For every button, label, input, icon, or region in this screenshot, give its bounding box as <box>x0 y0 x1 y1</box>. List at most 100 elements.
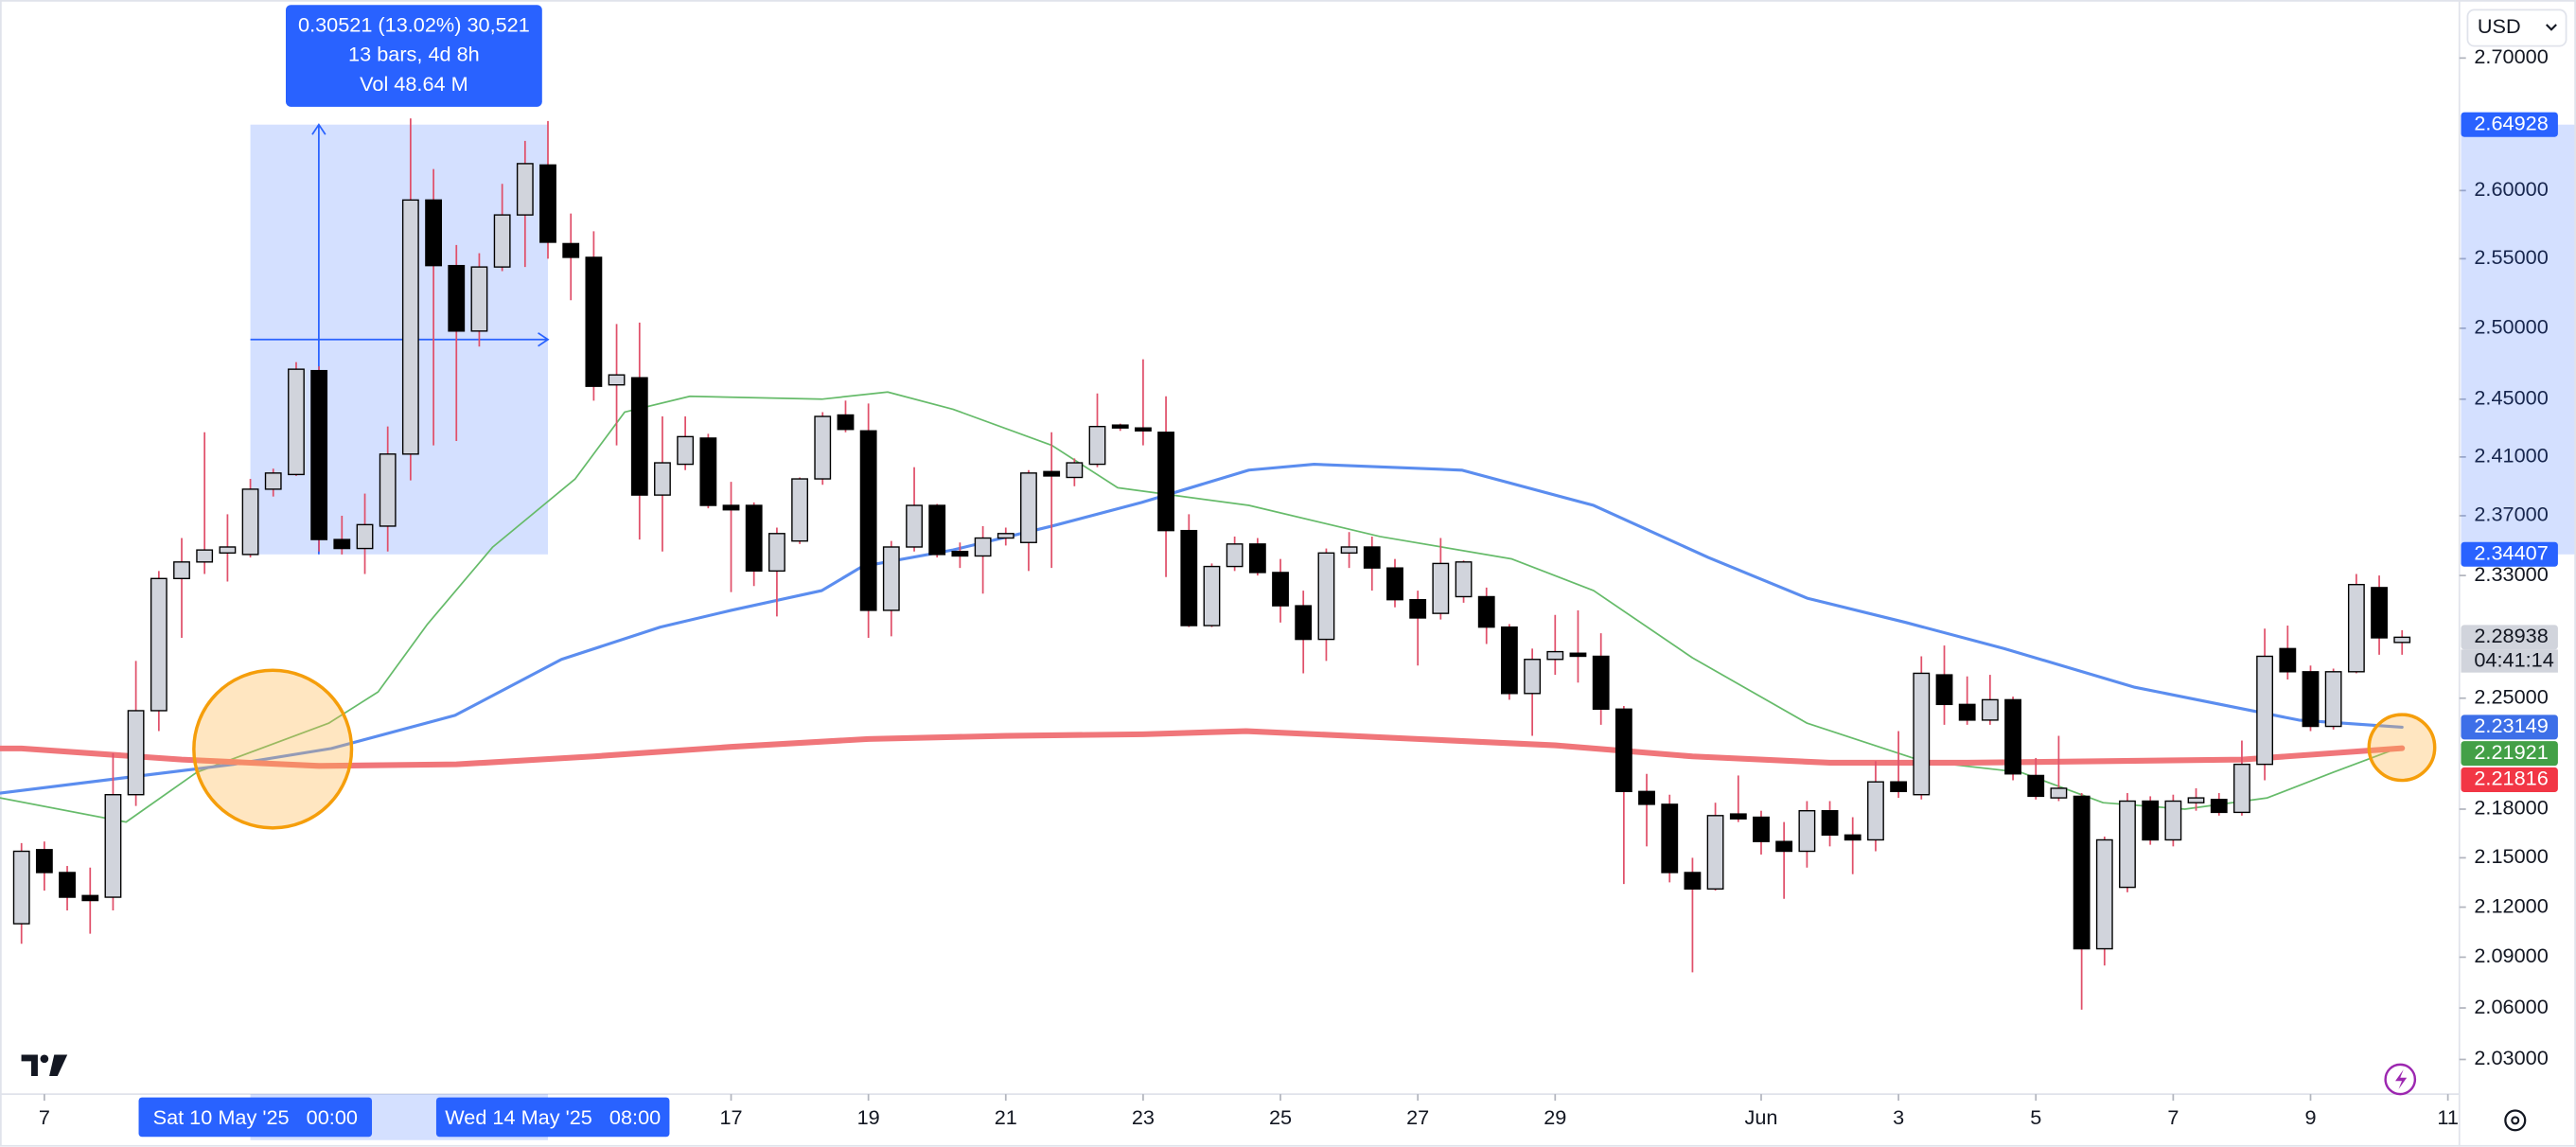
candle-body <box>1248 543 1266 574</box>
candle-body <box>470 266 488 332</box>
x-tick-label: 5 <box>2030 1105 2041 1129</box>
price-label: 2.34407 <box>2474 541 2548 565</box>
candle-body <box>928 504 946 556</box>
lightning-icon[interactable] <box>2384 1063 2417 1096</box>
x-tick-label: 7 <box>2167 1105 2179 1129</box>
candle-body <box>585 256 603 387</box>
measure-tooltip-line: Vol 48.64 M <box>360 72 468 96</box>
logo-part <box>40 1054 49 1064</box>
candle-body <box>997 533 1015 539</box>
x-tick-label: 17 <box>719 1105 742 1129</box>
measure-tooltip <box>285 5 542 107</box>
candle-body <box>1821 810 1839 837</box>
candle-body <box>1546 650 1564 661</box>
candle-body <box>2279 647 2297 673</box>
candle-body <box>699 437 717 506</box>
candle-body <box>1614 708 1632 793</box>
price-axis-highlight <box>2461 124 2575 555</box>
y-tick-label: 2.15000 <box>2474 844 2548 868</box>
plot-area: 0.30521 (13.02%) 30,521 13 bars, 4d 8h Vol… <box>0 5 2437 1010</box>
candle-body <box>630 377 648 496</box>
candle-body <box>1272 572 1289 607</box>
y-tick-label: 2.06000 <box>2474 995 2548 1018</box>
candle-body <box>2256 655 2274 766</box>
y-tick-label: 2.50000 <box>2474 315 2548 339</box>
y-tick-label: 2.45000 <box>2474 386 2548 410</box>
candle-body <box>196 549 214 563</box>
icon-bolt <box>2395 1069 2408 1089</box>
candle-body <box>1477 595 1495 628</box>
price-label: 2.21921 <box>2474 740 2548 764</box>
candle-body <box>1638 790 1655 805</box>
measure-v-arrowhead <box>311 123 326 135</box>
candle-body <box>401 199 419 455</box>
currency-label[interactable]: USD <box>2478 14 2521 38</box>
candle-body <box>1867 781 1884 841</box>
candle-body <box>81 894 99 902</box>
candle-body <box>974 537 992 557</box>
currency-dropdown[interactable]: USD <box>2466 9 2567 47</box>
candle-body <box>814 415 832 480</box>
gear-ring[interactable] <box>2504 1109 2527 1132</box>
countdown-bg <box>2461 649 2558 673</box>
candle-body <box>104 794 122 898</box>
candle-body <box>425 199 443 267</box>
candle-body <box>1226 543 1244 568</box>
settings-icon[interactable] <box>2504 1109 2527 1132</box>
candle-body <box>2347 583 2365 673</box>
y-tick-label: 2.03000 <box>2474 1046 2548 1069</box>
candle-body <box>2371 587 2388 639</box>
candle-body <box>310 369 328 540</box>
candle-body <box>1386 567 1403 601</box>
candle-body <box>241 488 259 556</box>
countdown: 04:41:14 <box>2474 647 2553 671</box>
candle-body <box>1524 659 1542 695</box>
candle-body <box>1753 816 1770 842</box>
x-tick-label: 23 <box>1132 1105 1155 1129</box>
measure-h-arrowhead <box>538 332 550 347</box>
time-selection-label: Sat 10 May '25 00:00 <box>153 1105 358 1129</box>
y-tick-label: 2.12000 <box>2474 893 2548 917</box>
measure-tooltip-line: 13 bars, 4d 8h <box>348 43 480 66</box>
candle-body <box>59 872 76 898</box>
candle-body <box>493 214 511 268</box>
gear-center <box>2511 1116 2520 1125</box>
candle-body <box>1500 626 1518 695</box>
moving-average-line <box>0 391 2404 823</box>
candle-body <box>1111 424 1129 429</box>
x-tick-label: 11 <box>2437 1105 2459 1129</box>
candle-body <box>1981 698 1999 721</box>
price-label-bg <box>2461 541 2558 567</box>
candle-body <box>951 551 969 557</box>
candle-body <box>1455 561 1473 598</box>
measure-tooltip-line: 0.30521 (13.02%) 30,521 <box>298 13 530 37</box>
candle-body <box>288 368 305 476</box>
icon-ring[interactable] <box>2384 1063 2417 1096</box>
candle-body <box>539 164 556 243</box>
candle-body <box>677 435 695 466</box>
candle-body <box>906 504 923 548</box>
candle-body <box>654 462 671 496</box>
time-selection-label-bg <box>138 1097 373 1138</box>
x-tick-label: 27 <box>1406 1105 1429 1129</box>
highlight-circle <box>2367 713 2437 783</box>
candle-body <box>356 523 374 550</box>
candle-body <box>35 849 53 873</box>
candle-body <box>1020 472 1037 543</box>
currency-box[interactable] <box>2466 9 2567 47</box>
moving-average-line <box>0 463 2404 795</box>
candle-body <box>1958 703 1976 721</box>
candle-body <box>1066 462 1084 479</box>
price-label-bg <box>2461 625 2558 650</box>
candle-body <box>722 504 740 511</box>
candle-body <box>608 374 626 386</box>
price-label: 2.28938 <box>2474 624 2548 647</box>
y-tick-label: 2.60000 <box>2474 177 2548 201</box>
price-label-bg <box>2461 112 2558 137</box>
candle-body <box>882 546 900 611</box>
candle-body <box>127 710 145 796</box>
y-tick-label: 2.25000 <box>2474 684 2548 708</box>
candle-body <box>1317 552 1335 641</box>
candle-body <box>2164 800 2182 841</box>
